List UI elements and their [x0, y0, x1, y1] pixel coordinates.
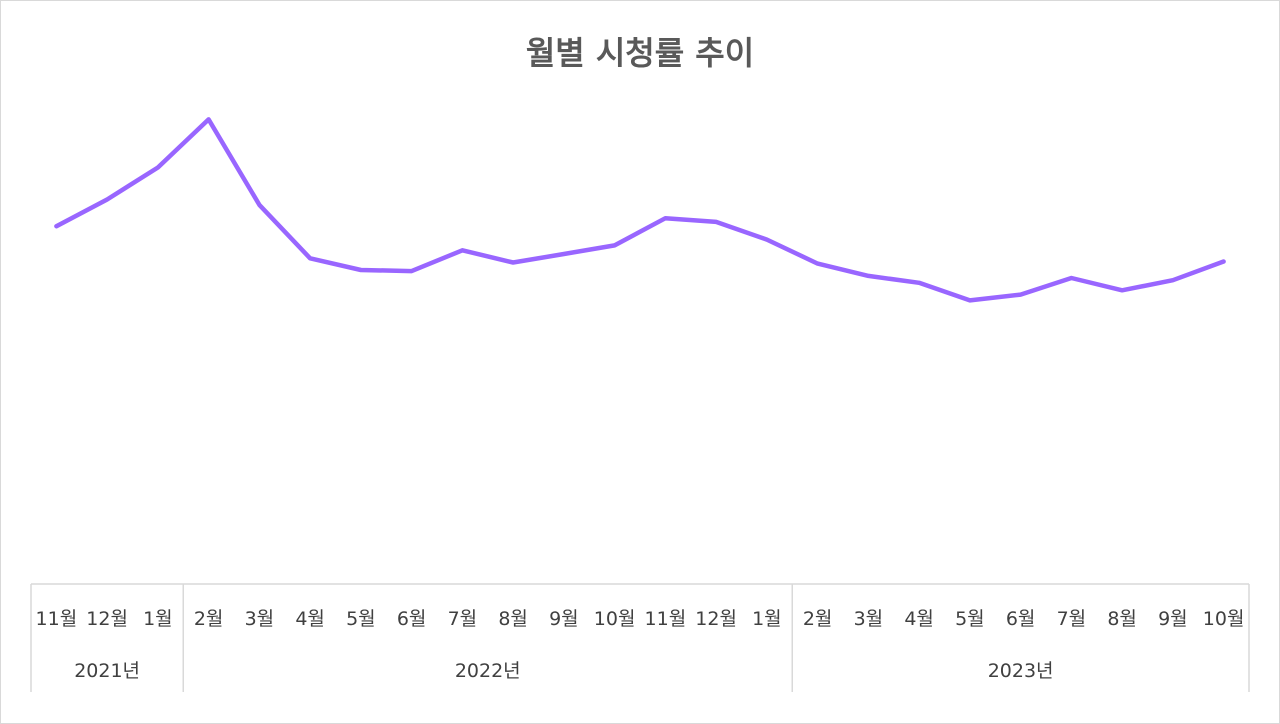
- series-line: [54, 117, 1226, 303]
- x-tick-label: 7월: [1057, 608, 1087, 630]
- x-tick-label: 6월: [397, 608, 427, 630]
- x-tick-label: 10월: [594, 608, 636, 630]
- year-label: 2022년: [455, 660, 521, 682]
- x-tick-label: 9월: [549, 608, 579, 630]
- x-tick-label: 10월: [1203, 608, 1245, 630]
- x-tick-label: 2월: [803, 608, 833, 630]
- x-tick-label: 8월: [1107, 608, 1137, 630]
- x-tick-label: 11월: [645, 608, 687, 630]
- x-tick-label: 12월: [86, 608, 128, 630]
- x-tick-label: 1월: [143, 608, 173, 630]
- x-tick-label: 3월: [245, 608, 275, 630]
- x-tick-label: 2월: [194, 608, 224, 630]
- x-tick-label: 12월: [695, 608, 737, 630]
- x-tick-label: 1월: [752, 608, 782, 630]
- x-tick-label: 3월: [854, 608, 884, 630]
- year-labels: 2021년 2022년 2023년: [74, 660, 1053, 682]
- x-tick-label: 5월: [346, 608, 376, 630]
- tick-labels: 11월 12월 1월 2월 3월 4월 5월 6월 7월 8월 9월 10월 11월 12월 1월 2월 3월 4…: [36, 608, 1245, 630]
- x-tick-label: 7월: [448, 608, 478, 630]
- year-label: 2021년: [74, 660, 140, 682]
- x-tick-label: 9월: [1158, 608, 1188, 630]
- x-tick-label: 5월: [955, 608, 985, 630]
- chart-title: 월별 시청률 추이: [525, 34, 755, 72]
- x-tick-label: 8월: [498, 608, 528, 630]
- year-label: 2023년: [988, 660, 1054, 682]
- x-tick-label: 11월: [36, 608, 78, 630]
- series-group: [54, 117, 1226, 303]
- x-tick-label: 4월: [904, 608, 934, 630]
- x-tick-label: 4월: [295, 608, 325, 630]
- x-tick-label: 6월: [1006, 608, 1036, 630]
- category-axis-table: [30, 583, 1250, 692]
